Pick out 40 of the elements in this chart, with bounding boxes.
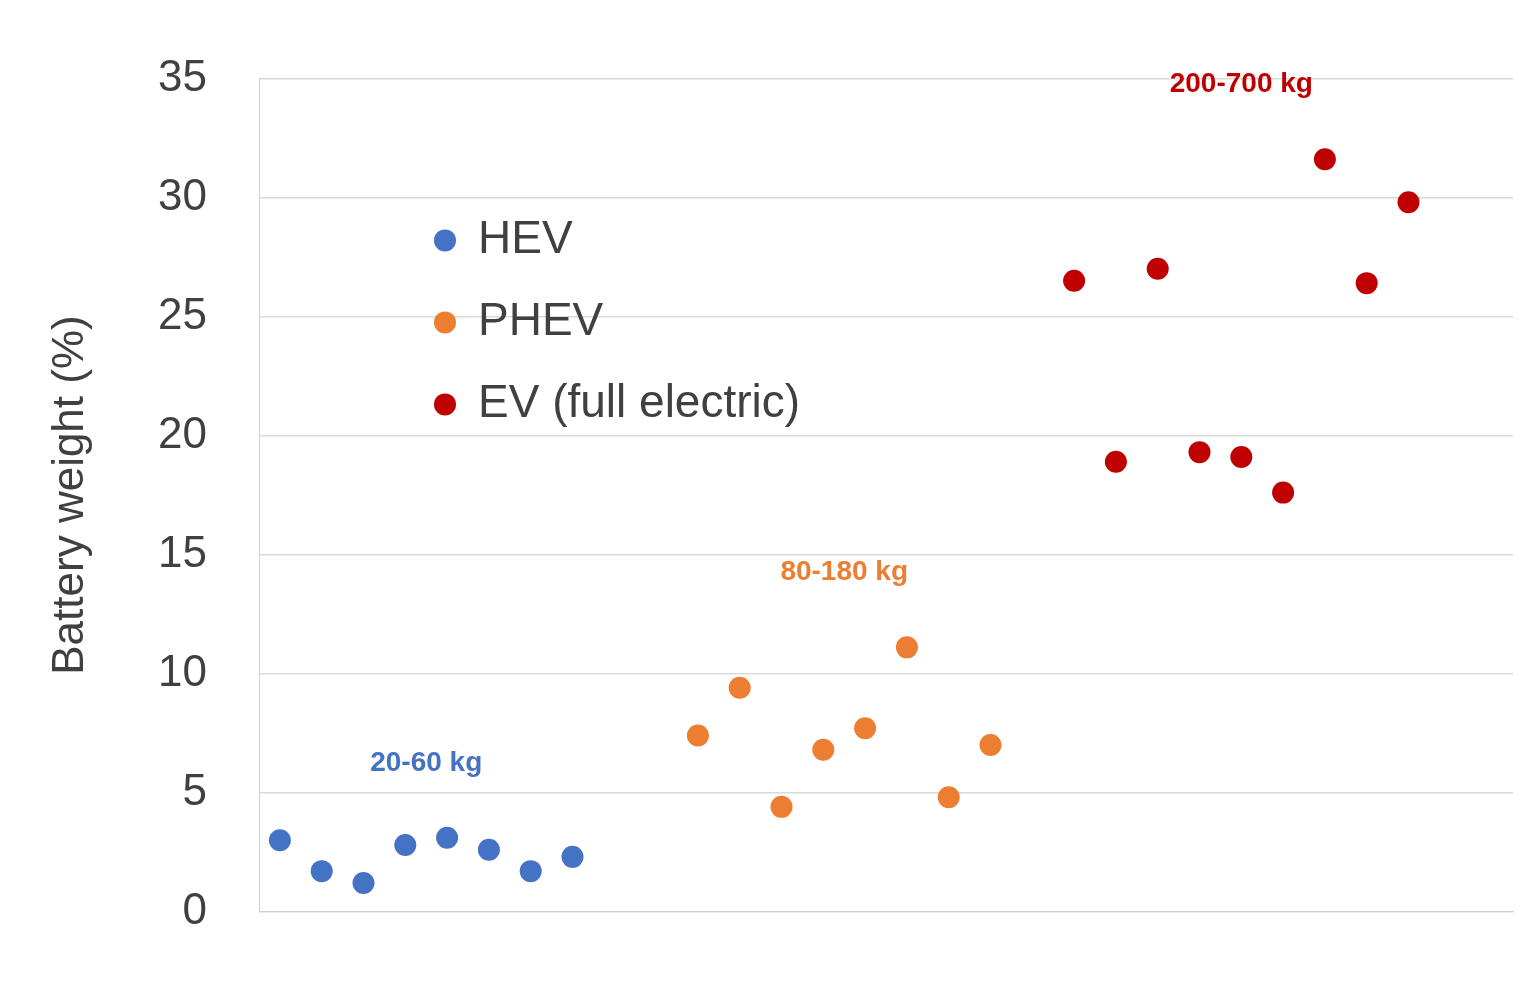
point: [812, 738, 835, 761]
point: [1146, 257, 1169, 280]
point: [477, 838, 500, 861]
y-axis-title: Battery weight (%): [42, 315, 92, 675]
y-tick-label: 5: [182, 764, 207, 814]
y-tick-label: 30: [158, 169, 207, 219]
point: [728, 676, 751, 699]
legend-label: HEV: [478, 211, 573, 264]
point: [1355, 272, 1378, 295]
y-tick-label: 20: [158, 407, 207, 457]
annotation: 80-180 kg: [780, 555, 909, 587]
point: [1188, 441, 1211, 464]
y-tick-label: 15: [158, 526, 207, 576]
point: [854, 717, 877, 740]
y-tick-label: 35: [158, 50, 207, 100]
point: [268, 829, 291, 852]
point: [1063, 269, 1086, 292]
y-tick-label: 25: [158, 288, 207, 338]
point: [1313, 148, 1336, 171]
annotation: 20-60 kg: [370, 745, 483, 777]
point: [1272, 481, 1295, 504]
point: [770, 795, 793, 818]
annotation: 200-700 kg: [1169, 67, 1313, 99]
point: [1230, 445, 1253, 468]
point: [937, 786, 960, 809]
point: [686, 724, 709, 747]
legend-label: EV (full electric): [478, 375, 801, 428]
legend-label: PHEV: [478, 293, 604, 346]
y-tick-label: 0: [182, 883, 207, 933]
point: [895, 636, 918, 659]
point: [436, 826, 459, 849]
point: [979, 733, 1002, 756]
point: [1397, 191, 1420, 214]
point: [519, 860, 542, 883]
y-tick-label: 10: [158, 645, 207, 695]
point: [1104, 450, 1127, 473]
point: [352, 872, 375, 895]
point: [394, 833, 417, 856]
point: [310, 860, 333, 883]
point: [561, 845, 584, 868]
